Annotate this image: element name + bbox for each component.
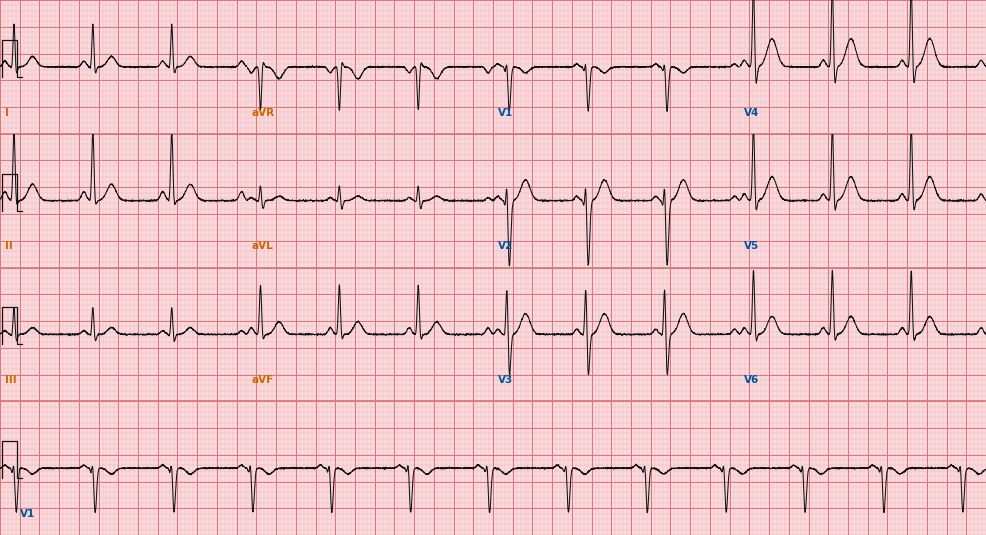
Text: III: III	[5, 375, 17, 385]
Text: V4: V4	[744, 108, 760, 118]
Text: V1: V1	[20, 509, 35, 519]
Text: V5: V5	[744, 241, 759, 251]
Text: aVF: aVF	[251, 375, 274, 385]
Text: V3: V3	[498, 375, 513, 385]
Text: II: II	[5, 241, 13, 251]
Text: aVL: aVL	[251, 241, 273, 251]
Text: aVR: aVR	[251, 108, 274, 118]
Text: I: I	[5, 108, 9, 118]
Text: V6: V6	[744, 375, 759, 385]
Text: V2: V2	[498, 241, 513, 251]
Text: V1: V1	[498, 108, 513, 118]
